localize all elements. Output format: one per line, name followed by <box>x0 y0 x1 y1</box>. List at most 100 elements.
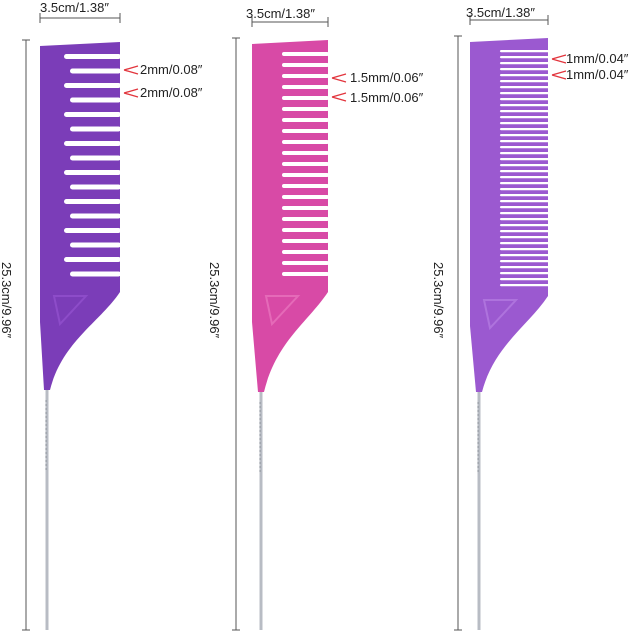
comb-3-body <box>470 38 548 392</box>
comb-3-tooth-gap <box>500 260 549 263</box>
comb-1-spacing-arrow-2 <box>123 88 139 98</box>
comb-3-tooth-gap <box>500 110 549 113</box>
comb-1-width-label: 3.5cm/1.38″ <box>40 0 109 15</box>
comb-1-tooth-gap <box>70 213 121 219</box>
comb-2-tooth-gap <box>282 129 329 133</box>
comb-3-tooth-gap <box>500 200 549 203</box>
comb-1-tooth-gap <box>70 271 121 277</box>
comb-1-tooth-gap <box>70 97 121 103</box>
comb-3-tooth-gap <box>500 140 549 143</box>
comb-3-tooth-gap <box>500 80 549 83</box>
comb-3-tooth-gap <box>500 284 549 287</box>
comb-3-width-label: 3.5cm/1.38″ <box>466 5 535 20</box>
comb-3-tooth-gap <box>500 278 549 281</box>
comb-3-tooth-gap <box>500 68 549 71</box>
comb-3-tooth-gap <box>500 266 549 269</box>
comb-2-body <box>252 40 328 392</box>
comb-3-tooth-gap <box>500 128 549 131</box>
comb-2-tooth-gap <box>282 261 329 265</box>
comb-3-tooth-gap <box>500 122 549 125</box>
comb-3-spacing-arrow-1 <box>551 54 567 64</box>
comb-2-length-label: 25.3cm/9.96″ <box>207 262 222 339</box>
comb-2-emblem <box>264 295 301 327</box>
comb-1-tooth-gap <box>64 54 121 59</box>
comb-1-spacing-label-2: 2mm/0.08″ <box>140 85 203 100</box>
comb-1-tooth-gap <box>64 199 121 204</box>
comb-3-tooth-gap <box>500 98 549 101</box>
comb-1-spacing-arrow-1 <box>123 65 139 75</box>
comb-3-tooth-gap <box>500 62 549 65</box>
comb-1-tooth-gap <box>70 242 121 248</box>
comb-1-spacing-label-1: 2mm/0.08″ <box>140 62 203 77</box>
comb-1-tooth-gap <box>70 126 121 132</box>
comb-2-tooth-gap <box>282 217 329 221</box>
comb-2-tooth-gap <box>282 206 329 210</box>
comb-3-tooth-gap <box>500 146 549 149</box>
comb-1-tooth-gap <box>70 68 121 74</box>
comb-2-tooth-gap <box>282 162 329 166</box>
comb-2-tooth-gap <box>282 74 329 78</box>
comb-2-spacing-label-2: 1.5mm/0.06″ <box>350 90 424 105</box>
comb-3-tooth-gap <box>500 158 549 161</box>
comb-2-tooth-gap <box>282 173 329 177</box>
comb-2-spacing-arrow-2 <box>331 92 347 102</box>
comb-1-tooth-gap <box>64 112 121 117</box>
comb-2-width-label: 3.5cm/1.38″ <box>246 6 315 21</box>
comb-3-tooth-gap <box>500 56 549 59</box>
comb-2-tooth-gap <box>282 228 329 232</box>
comb-2-tooth-gap <box>282 272 329 276</box>
comb-3-tooth-gap <box>500 218 549 221</box>
comb-3-tooth-gap <box>500 236 549 239</box>
comb-3-spacing-arrow-2 <box>551 70 567 80</box>
comb-3-tooth-gap <box>500 272 549 275</box>
comb-3-tooth-gap <box>500 242 549 245</box>
comb-3-tooth-gap <box>500 74 549 77</box>
comb-3-tooth-gap <box>500 206 549 209</box>
comb-1-tooth-gap <box>70 155 121 161</box>
comb-2-tooth-gap <box>282 118 329 122</box>
comb-2-spacing-label-1: 1.5mm/0.06″ <box>350 70 424 85</box>
comb-1-length-label: 25.3cm/9.96″ <box>0 262 14 339</box>
comb-2-tooth-gap <box>282 250 329 254</box>
comb-3-length-label: 25.3cm/9.96″ <box>431 262 446 339</box>
comb-3-tooth-gap <box>500 194 549 197</box>
comb-2-tooth-gap <box>282 239 329 243</box>
comb-2-tooth-gap <box>282 96 329 100</box>
comb-2-tooth-gap <box>282 63 329 67</box>
comb-2-tooth-gap <box>282 85 329 89</box>
comb-2-tooth-gap <box>282 107 329 111</box>
comb-3-tooth-gap <box>500 152 549 155</box>
comb-2-tooth-gap <box>282 195 329 199</box>
comb-2-tooth-gap <box>282 140 329 144</box>
comb-3-tooth-gap <box>500 116 549 119</box>
comb-3-tooth-gap <box>500 182 549 185</box>
comb-1-tooth-gap <box>64 228 121 233</box>
comb-3-tooth-gap <box>500 230 549 233</box>
comb-3-tooth-gap <box>500 188 549 191</box>
comb-3-tooth-gap <box>500 164 549 167</box>
comb-3-tooth-gap <box>500 104 549 107</box>
comb-1-tooth-gap <box>64 170 121 175</box>
comb-2-tooth-gap <box>282 52 329 56</box>
comb-3-tooth-gap <box>500 212 549 215</box>
comb-3-spacing-label-1: 1mm/0.04″ <box>566 51 629 66</box>
comb-3-tooth-gap <box>500 170 549 173</box>
comb-1-emblem <box>52 295 89 327</box>
comb-1-tooth-gap <box>64 141 121 146</box>
comb-1-tooth-gap <box>64 83 121 88</box>
comb-3-spacing-label-2: 1mm/0.04″ <box>566 67 629 82</box>
comb-1-tooth-gap <box>70 184 121 190</box>
comb-2-tooth-gap <box>282 184 329 188</box>
comb-3-tooth-gap <box>500 50 549 53</box>
comb-3-tooth-gap <box>500 254 549 257</box>
comb-3-tooth-gap <box>500 176 549 179</box>
comb-3-emblem <box>482 299 519 331</box>
comb-1-tooth-gap <box>64 257 121 262</box>
comb-3-tooth-gap <box>500 86 549 89</box>
comb-2-spacing-arrow-1 <box>331 73 347 83</box>
comb-3-tooth-gap <box>500 224 549 227</box>
comb-3-tooth-gap <box>500 248 549 251</box>
comb-3-tooth-gap <box>500 92 549 95</box>
